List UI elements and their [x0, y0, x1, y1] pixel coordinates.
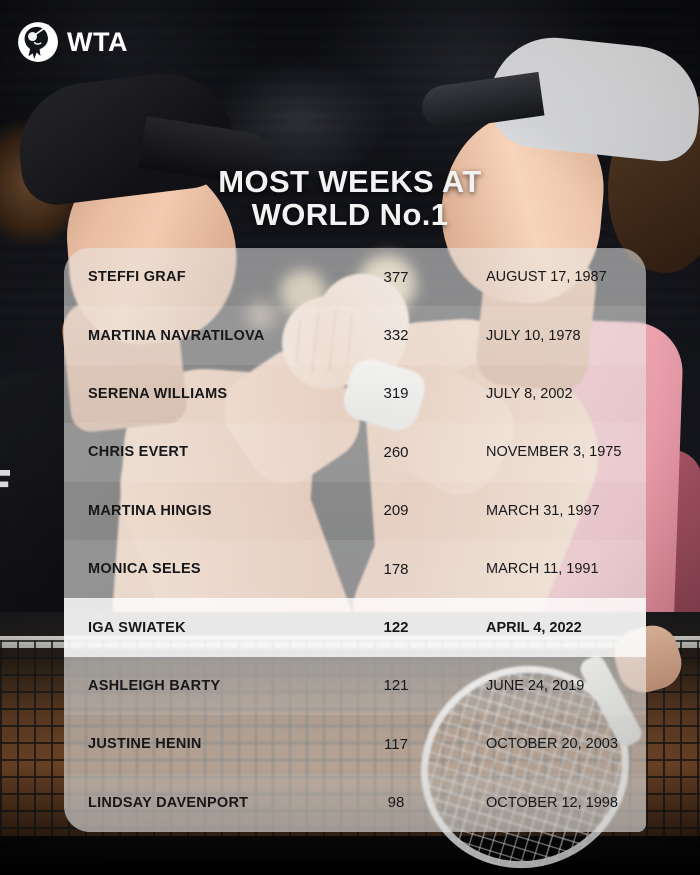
weeks-count-cell: 332 [383, 327, 409, 345]
weeks-count-cell: 209 [383, 502, 409, 520]
weeks-count-cell: 117 [384, 735, 408, 753]
table-row: SERENA WILLIAMS 319 JULY 8, 2002 [64, 365, 646, 423]
table-row: MONICA SELES 178 MARCH 11, 1991 [64, 539, 646, 599]
weeks-count-cell: 98 [387, 794, 405, 812]
weeks-count-cell: 178 [383, 560, 409, 578]
player-name-cell: LINDSAY DAVENPORT [88, 794, 249, 811]
player-name-cell: ASHLEIGH BARTY [88, 677, 221, 694]
table-row: CHRIS EVERT 260 NOVEMBER 3, 1975 [64, 423, 646, 482]
table-row: MARTINA HINGIS 209 MARCH 31, 1997 [64, 482, 646, 540]
weeks-count-cell: 377 [383, 268, 409, 286]
player-name-cell: MARTINA NAVRATILOVA [88, 327, 265, 344]
date-reached-cell: JULY 10, 1978 [486, 327, 581, 344]
weeks-count-cell: 260 [383, 443, 409, 461]
wta-circle-player-icon [18, 22, 58, 62]
player-name-cell: STEFFI GRAF [88, 269, 186, 286]
title-line-2: WORLD No.1 [251, 197, 449, 233]
table-row: MARTINA NAVRATILOVA 332 JULY 10, 1978 [64, 306, 646, 365]
date-reached-cell: OCTOBER 20, 2003 [486, 736, 618, 753]
page-title: MOST WEEKS AT WORLD No.1 [0, 165, 700, 232]
wta-wordmark: WTA [67, 26, 128, 57]
date-reached-cell: OCTOBER 12, 1998 [486, 794, 618, 811]
weeks-count-cell: 122 [383, 619, 409, 637]
date-reached-cell: AUGUST 17, 1987 [486, 269, 607, 286]
date-reached-cell: NOVEMBER 3, 1975 [486, 444, 622, 461]
ranking-table-panel: STEFFI GRAF 377 AUGUST 17, 1987 MARTINA NAV… [64, 248, 646, 832]
player-name-cell: JUSTINE HENIN [88, 736, 202, 753]
table-row: IGA SWIATEK 122 APRIL 4, 2022 [64, 598, 646, 657]
title-line-1: MOST WEEKS AT [218, 164, 482, 199]
wta-logo: WTA [16, 20, 128, 64]
date-reached-cell: MARCH 11, 1991 [486, 561, 599, 578]
player-name-cell: MONICA SELES [88, 561, 201, 578]
table-row: JUSTINE HENIN 117 OCTOBER 20, 2003 [64, 715, 646, 773]
player-name-cell: IGA SWIATEK [88, 619, 186, 636]
weeks-count-cell: 121 [383, 677, 409, 695]
date-reached-cell: APRIL 4, 2022 [486, 619, 582, 636]
weeks-count-cell: 319 [383, 385, 409, 403]
date-reached-cell: JUNE 24, 2019 [486, 677, 585, 694]
date-reached-cell: MARCH 31, 1997 [486, 502, 600, 519]
table-row: LINDSAY DAVENPORT 98 OCTOBER 12, 1998 [64, 773, 646, 832]
table-row: STEFFI GRAF 377 AUGUST 17, 1987 [64, 248, 646, 306]
table-row: ASHLEIGH BARTY 121 JUNE 24, 2019 [64, 656, 646, 716]
player-name-cell: SERENA WILLIAMS [88, 385, 228, 402]
player-name-cell: MARTINA HINGIS [88, 502, 212, 519]
date-reached-cell: JULY 8, 2002 [486, 385, 573, 402]
player-name-cell: CHRIS EVERT [88, 444, 189, 461]
ranking-table-body: STEFFI GRAF 377 AUGUST 17, 1987 MARTINA NAV… [64, 248, 646, 832]
